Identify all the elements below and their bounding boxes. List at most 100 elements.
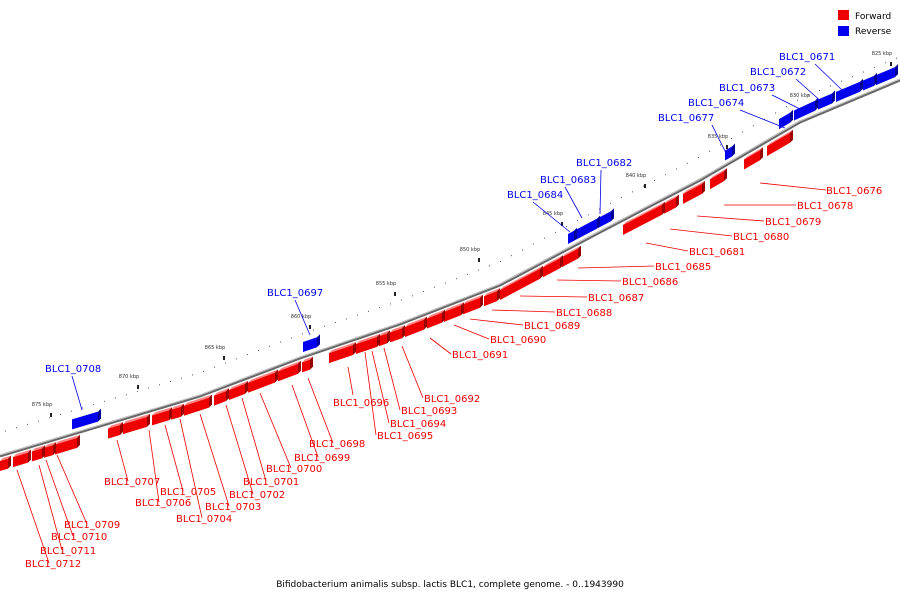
gene-label[interactable]: BLC1_0685 xyxy=(655,262,711,273)
gene-label[interactable]: BLC1_0691 xyxy=(452,350,508,361)
forward-gene[interactable] xyxy=(248,369,278,393)
gene-label[interactable]: BLC1_0674 xyxy=(688,98,744,109)
gene-face xyxy=(744,150,760,170)
gene-face xyxy=(876,67,895,86)
gene-label[interactable]: BLC1_0686 xyxy=(622,277,678,288)
gene-label[interactable]: BLC1_0711 xyxy=(40,546,96,557)
gene-label[interactable]: BLC1_0698 xyxy=(309,439,365,450)
gene-label[interactable]: BLC1_0678 xyxy=(797,201,853,212)
gene-label[interactable]: BLC1_0682 xyxy=(576,158,632,169)
reverse-gene[interactable] xyxy=(876,64,898,86)
forward-gene[interactable] xyxy=(184,394,212,416)
track-dot xyxy=(775,112,776,114)
reverse-gene[interactable] xyxy=(598,208,614,229)
leader-line xyxy=(291,384,319,458)
gene-label[interactable]: BLC1_0677 xyxy=(658,113,714,124)
forward-gene[interactable] xyxy=(229,380,248,400)
gene-label[interactable]: BLC1_0708 xyxy=(45,364,101,375)
forward-gene[interactable] xyxy=(123,413,150,435)
gene-label[interactable]: BLC1_0704 xyxy=(176,514,232,525)
forward-gene[interactable] xyxy=(0,455,11,471)
tick-label: 855 kbp xyxy=(376,281,396,287)
reverse-gene[interactable] xyxy=(818,90,835,110)
forward-gene[interactable] xyxy=(329,341,356,364)
forward-gene[interactable] xyxy=(171,403,184,420)
gene-label[interactable]: BLC1_0684 xyxy=(507,190,563,201)
gene-label[interactable]: BLC1_0695 xyxy=(377,431,433,442)
forward-gene[interactable] xyxy=(214,388,229,406)
gene-label[interactable]: BLC1_0696 xyxy=(333,398,389,409)
track-dot xyxy=(82,407,83,409)
forward-gene[interactable] xyxy=(543,255,563,278)
reverse-gene[interactable] xyxy=(72,408,101,430)
reverse-gene[interactable] xyxy=(836,78,863,102)
track-dot xyxy=(379,307,380,309)
gene-label[interactable]: BLC1_0676 xyxy=(826,186,882,197)
forward-gene[interactable] xyxy=(278,360,301,382)
reverse-gene[interactable] xyxy=(863,72,877,91)
reverse-gene[interactable] xyxy=(725,143,735,161)
gene-label[interactable]: BLC1_0690 xyxy=(490,335,546,346)
gene-side xyxy=(874,72,877,86)
gene-label[interactable]: BLC1_0680 xyxy=(733,232,789,243)
gene-label[interactable]: BLC1_0697 xyxy=(267,288,323,299)
forward-gene[interactable] xyxy=(683,180,705,204)
gene-label[interactable]: BLC1_0700 xyxy=(266,464,322,475)
gene-label[interactable]: BLC1_0709 xyxy=(64,520,120,531)
gene-label[interactable]: BLC1_0694 xyxy=(390,419,446,430)
gene-label[interactable]: BLC1_0710 xyxy=(51,532,107,543)
forward-gene[interactable] xyxy=(379,330,390,347)
reverse-gene[interactable] xyxy=(568,227,577,244)
gene-label[interactable]: BLC1_0702 xyxy=(229,490,285,501)
forward-gene[interactable] xyxy=(302,356,313,373)
forward-gene[interactable] xyxy=(427,309,445,329)
gene-label[interactable]: BLC1_0689 xyxy=(524,321,580,332)
gene-face xyxy=(390,328,402,343)
forward-gene[interactable] xyxy=(356,333,380,354)
forward-gene[interactable] xyxy=(152,407,172,426)
gene-label[interactable]: BLC1_0688 xyxy=(556,308,612,319)
gene-label[interactable]: BLC1_0701 xyxy=(243,477,299,488)
gene-label[interactable]: BLC1_0672 xyxy=(750,67,806,78)
gene-label[interactable]: BLC1_0681 xyxy=(689,247,745,258)
gene-label[interactable]: BLC1_0703 xyxy=(205,502,261,513)
gene-label[interactable]: BLC1_0671 xyxy=(779,52,835,63)
forward-gene[interactable] xyxy=(484,288,500,307)
gene-label[interactable]: BLC1_0712 xyxy=(25,559,81,570)
gene-label[interactable]: BLC1_0692 xyxy=(424,394,480,405)
forward-gene[interactable] xyxy=(55,434,80,455)
forward-gene[interactable] xyxy=(405,316,427,338)
forward-gene[interactable] xyxy=(664,194,679,214)
gene-label[interactable]: BLC1_0699 xyxy=(294,453,350,464)
reverse-gene[interactable] xyxy=(779,109,793,130)
gene-label[interactable]: BLC1_0693 xyxy=(401,406,457,417)
gene-side xyxy=(578,245,581,259)
gene-label[interactable]: BLC1_0707 xyxy=(104,477,160,488)
forward-gene[interactable] xyxy=(562,245,581,268)
reverse-gene[interactable] xyxy=(573,215,600,242)
forward-gene[interactable] xyxy=(710,168,727,190)
forward-gene[interactable] xyxy=(32,445,45,462)
forward-gene[interactable] xyxy=(623,201,665,236)
leader-line xyxy=(771,94,809,114)
reverse-gene[interactable] xyxy=(794,97,818,121)
forward-gene[interactable] xyxy=(744,147,763,170)
gene-label[interactable]: BLC1_0673 xyxy=(719,83,775,94)
forward-gene[interactable] xyxy=(444,302,464,322)
forward-gene[interactable] xyxy=(463,294,483,315)
forward-gene[interactable] xyxy=(44,442,56,458)
gene-label[interactable]: BLC1_0683 xyxy=(540,175,596,186)
gene-side xyxy=(724,168,727,182)
gene-label[interactable]: BLC1_0687 xyxy=(588,293,644,304)
forward-gene[interactable] xyxy=(500,265,543,300)
reverse-gene[interactable] xyxy=(303,334,320,352)
forward-gene[interactable] xyxy=(13,449,31,468)
gene-label[interactable]: BLC1_0679 xyxy=(765,217,821,228)
gene-face xyxy=(278,363,298,382)
forward-gene[interactable] xyxy=(108,422,123,439)
forward-gene[interactable] xyxy=(390,325,405,343)
gene-label[interactable]: BLC1_0705 xyxy=(160,487,216,498)
forward-gene[interactable] xyxy=(767,129,793,157)
gene-label[interactable]: BLC1_0706 xyxy=(135,498,191,509)
track-dot xyxy=(742,131,743,133)
